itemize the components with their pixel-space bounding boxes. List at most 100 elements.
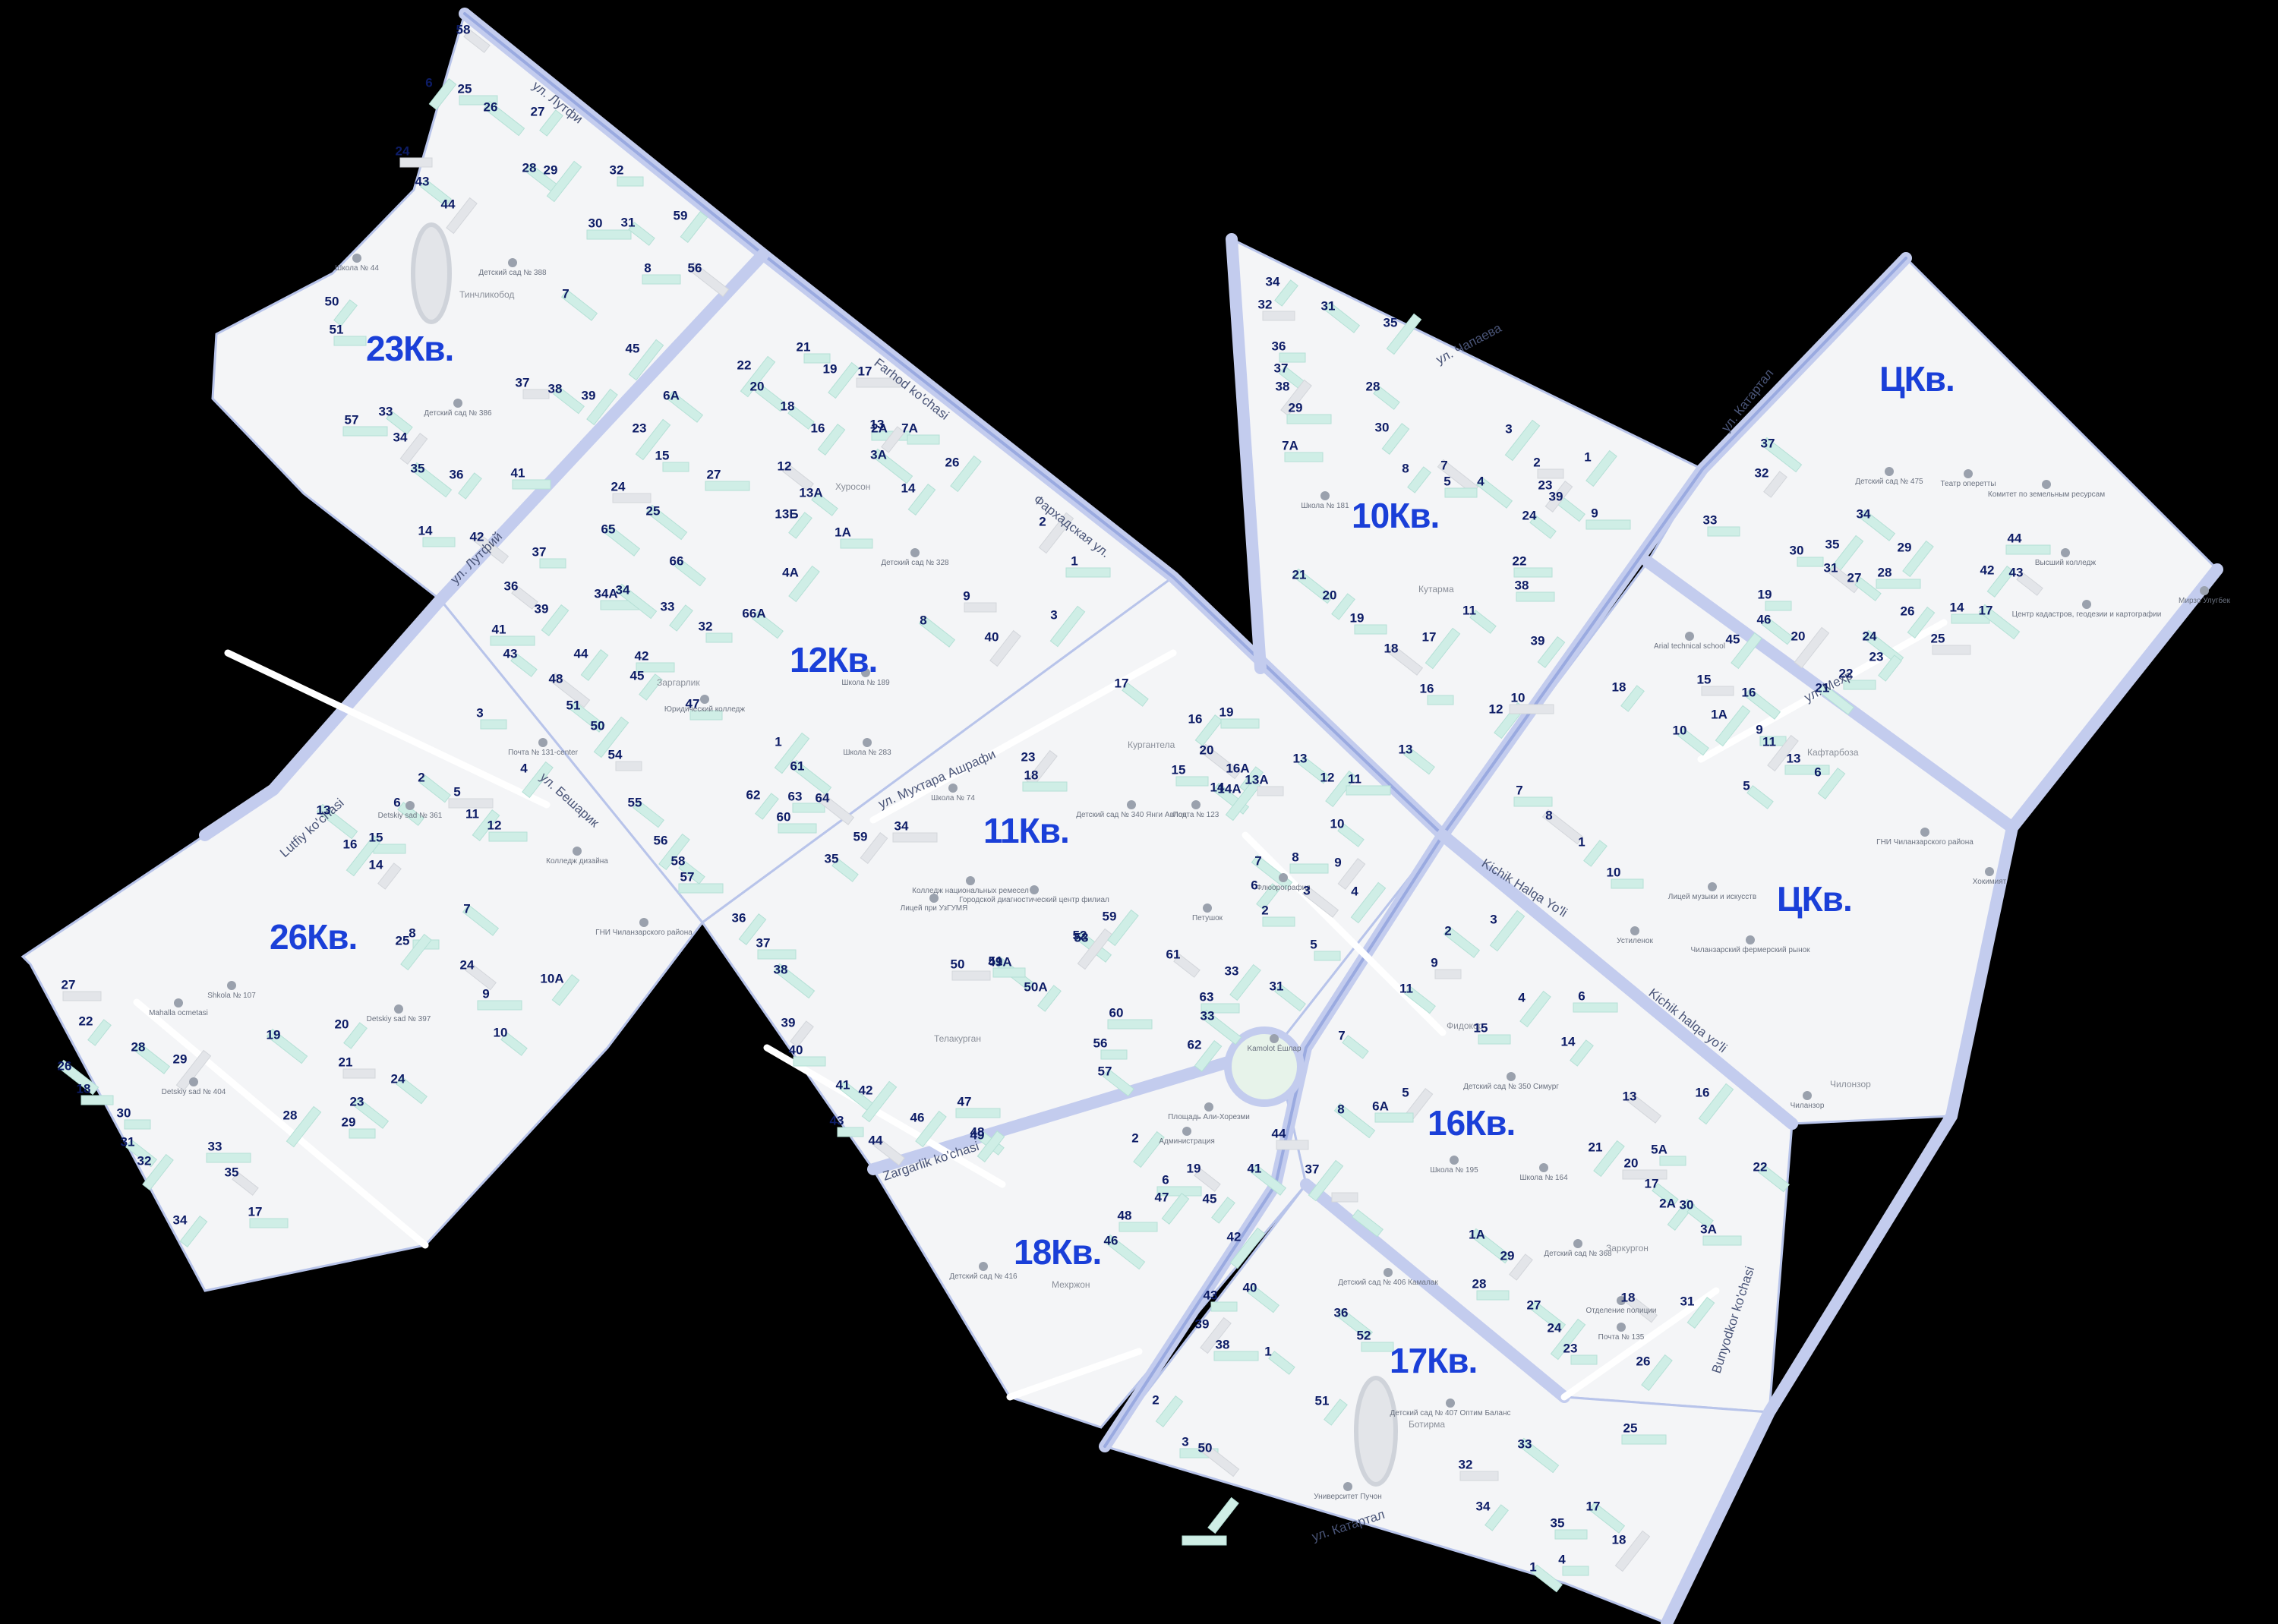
house-number: 21	[1589, 1140, 1603, 1154]
quarter-label-17[interactable]: 17Кв.	[1390, 1341, 1478, 1380]
building	[837, 1127, 864, 1137]
poi-p37[interactable]: ГНИ Чиланзарского района	[1876, 828, 1974, 847]
poi-p11[interactable]: ГНИ Чиланзарского района	[595, 918, 693, 937]
poi-p34[interactable]: Комитет по земельным ресурсам	[1988, 480, 2105, 499]
building	[628, 222, 655, 246]
poi-p17[interactable]: Детский сад № 340 Янги Авлод	[1076, 800, 1187, 819]
poi-p32[interactable]: Детский сад № 475	[1855, 467, 1923, 486]
quarter-label-11[interactable]: 11Кв.	[983, 811, 1070, 850]
poi-p29[interactable]: Лицей музыки и искусств	[1668, 882, 1756, 901]
poi-p26[interactable]: Администрация	[1159, 1127, 1215, 1146]
poi-p42[interactable]: Школа № 164	[1519, 1163, 1568, 1182]
building	[755, 793, 779, 820]
poi-p49[interactable]: Детский сад № 416	[949, 1262, 1018, 1281]
poi-p20[interactable]: Лицей при УзГУМЯ	[901, 894, 968, 913]
poi-p2[interactable]: Детский сад № 388	[478, 258, 547, 277]
poi-p39[interactable]: Мирзо Улугбек	[2179, 586, 2231, 605]
poi-p47[interactable]: Детский сад № 407 Оптим Баланс	[1390, 1399, 1511, 1417]
house-number: 28	[1366, 379, 1380, 393]
poi-p4[interactable]: Детский сад № 328	[881, 548, 949, 567]
poi-p31[interactable]: Чиланзарский фермерский рынок	[1690, 935, 1810, 954]
poi-label: Детский сад № 416	[949, 1272, 1018, 1281]
house-number: 18	[781, 399, 795, 413]
poi-p1[interactable]: Школа № 44	[335, 254, 379, 273]
building	[955, 1108, 1001, 1118]
house-number: 22	[1513, 553, 1527, 568]
poi-p27[interactable]: Школа № 181	[1301, 491, 1349, 510]
poi-p35[interactable]: Высший колледж	[2035, 548, 2097, 567]
building	[645, 504, 688, 541]
house-number: 4	[1558, 1552, 1566, 1566]
quarter-label-12[interactable]: 12Кв.	[790, 640, 878, 680]
quarter-label-26[interactable]: 26Кв.	[270, 917, 358, 957]
poi-p30[interactable]: Устиленок	[1617, 926, 1653, 945]
poi-p44[interactable]: Отделение полиции	[1585, 1296, 1657, 1315]
poi-p14[interactable]: Mahalla ocmetasi	[149, 998, 208, 1017]
building	[1342, 1035, 1369, 1059]
building	[678, 860, 705, 885]
building	[1585, 449, 1617, 487]
poi-p33[interactable]: Театр оперетты	[1940, 469, 1996, 488]
house-number: 11	[1348, 771, 1361, 786]
poi-p48[interactable]: Университет Пучон	[1314, 1482, 1382, 1501]
house-number: 32	[699, 619, 713, 633]
poi-p24[interactable]: Kamolot Ёшлар	[1247, 1034, 1301, 1053]
poi-p50[interactable]: Чиланзор	[1791, 1091, 1825, 1110]
house-number: 23	[350, 1094, 364, 1108]
building	[446, 197, 478, 235]
poi-p21[interactable]: Городской диагностический центр филиал	[959, 885, 1109, 904]
building	[1731, 632, 1762, 670]
poi-p15[interactable]: Detskiy sad № 404	[162, 1077, 226, 1096]
building	[1325, 770, 1357, 808]
house-number: 15	[369, 830, 383, 844]
house-number: 40	[789, 1042, 803, 1057]
quarter-label-18[interactable]: 18Кв.	[1014, 1232, 1102, 1272]
poi-p40[interactable]: Детский сад № 350 Симург	[1463, 1072, 1559, 1091]
poi-p28[interactable]: Arial technical school	[1654, 632, 1725, 651]
poi-p43[interactable]: Детский сад № 368	[1544, 1239, 1612, 1258]
building	[757, 949, 797, 960]
poi-marker-icon	[453, 399, 462, 408]
building	[1065, 567, 1111, 578]
poi-p12[interactable]: Shkola № 107	[207, 981, 256, 1000]
house-number: 1А	[1711, 707, 1727, 721]
house-number: 20	[1624, 1156, 1639, 1170]
poi-p22[interactable]: Флюорография	[1256, 873, 1311, 892]
building	[790, 759, 832, 796]
poi-p23[interactable]: Петушок	[1192, 903, 1223, 922]
poi-p6[interactable]: Юридический колледж	[664, 695, 745, 714]
poi-p36[interactable]: Центр кадастров, геодезии и картографии	[2012, 600, 2162, 619]
building	[1210, 1301, 1238, 1312]
poi-p19[interactable]: Колледж национальных ремесел	[912, 876, 1029, 895]
building	[1986, 566, 2015, 598]
poi-p41[interactable]: Школа № 195	[1430, 1156, 1478, 1175]
quarter-label-10[interactable]: 10Кв.	[1352, 496, 1440, 535]
poi-p38[interactable]: Хокимият	[1973, 867, 2007, 886]
poi-marker-icon	[352, 254, 361, 263]
quarter-label-16[interactable]: 16Кв.	[1428, 1103, 1516, 1143]
quarter-label-c2[interactable]: ЦКв.	[1777, 879, 1853, 919]
house-number: 6	[1162, 1172, 1169, 1187]
house-number: 2А	[1659, 1196, 1676, 1210]
poi-label: Detskiy sad № 397	[367, 1015, 431, 1023]
house-number: 13	[317, 803, 331, 817]
poi-p16[interactable]: Школа № 74	[931, 784, 975, 803]
poi-p5[interactable]: Школа № 189	[841, 668, 890, 687]
poi-p25[interactable]: Площадь Али-Хорезми	[1168, 1102, 1250, 1121]
quarter-label-23[interactable]: 23Кв.	[366, 329, 454, 368]
building	[1262, 311, 1295, 321]
building	[680, 211, 708, 243]
poi-p13[interactable]: Detskiy sad № 397	[367, 1004, 431, 1023]
poi-p46[interactable]: Детский сад № 406 Камалак	[1338, 1268, 1438, 1287]
poi-p8[interactable]: Почта № 131-center	[508, 738, 579, 757]
poi-p9[interactable]: Detskiy sad № 361	[378, 801, 443, 820]
poi-p45[interactable]: Почта № 135	[1598, 1323, 1645, 1342]
poi-p3[interactable]: Детский сад № 386	[424, 399, 492, 418]
poi-p18[interactable]: Почта № 123	[1173, 800, 1219, 819]
poi-p10[interactable]: Колледж дизайна	[546, 847, 608, 866]
house-number: 27	[707, 467, 721, 481]
poi-marker-icon	[1270, 1034, 1279, 1043]
quarter-label-c1[interactable]: ЦКв.	[1879, 359, 1955, 399]
poi-p7[interactable]: Школа № 283	[843, 738, 891, 757]
